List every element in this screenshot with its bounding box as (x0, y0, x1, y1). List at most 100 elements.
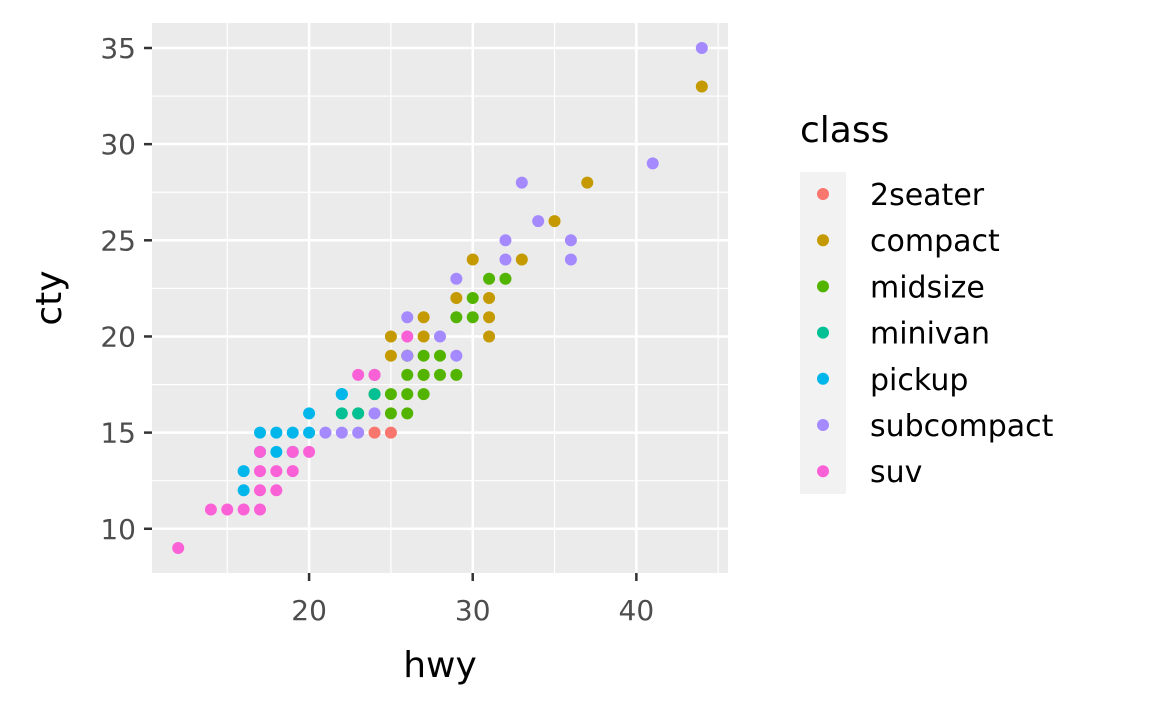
x-tick-label: 20 (291, 594, 327, 627)
data-point (286, 465, 299, 478)
legend-key-pickup (817, 372, 829, 385)
x-tick-label: 40 (619, 594, 655, 627)
data-point (401, 368, 414, 381)
data-point (646, 157, 659, 170)
y-tick-label: 10 (100, 513, 136, 546)
data-point (417, 349, 430, 362)
data-point (417, 388, 430, 401)
data-point (450, 349, 463, 362)
data-point (303, 407, 316, 420)
data-point (450, 272, 463, 285)
legend-key-subcompact (817, 419, 829, 431)
data-point (401, 349, 414, 362)
series-suv (172, 330, 414, 554)
data-point (532, 215, 545, 228)
data-point (515, 253, 528, 266)
series-2seater (368, 426, 397, 439)
legend-key-compact (817, 234, 829, 247)
data-point (254, 445, 266, 458)
data-point (434, 330, 446, 343)
legend-title: class (800, 110, 889, 151)
legend-key-2seater (817, 188, 829, 200)
legend-key-suv (817, 465, 829, 478)
data-point (483, 311, 496, 324)
data-point (384, 330, 397, 343)
data-point (450, 311, 463, 324)
data-point (401, 388, 414, 401)
data-point (352, 368, 365, 381)
data-point (335, 426, 348, 439)
data-point (581, 176, 594, 189)
data-point (352, 426, 365, 439)
data-point (499, 234, 512, 247)
data-point (401, 407, 414, 420)
legend-key-minivan (817, 326, 829, 339)
x-axis: 20 30 40 (291, 573, 654, 627)
y-axis: 10 15 20 25 30 35 (100, 32, 152, 546)
data-point (319, 426, 332, 439)
legend-label-midsize: midsize (870, 270, 985, 305)
data-point (237, 465, 250, 478)
data-point (434, 368, 446, 381)
data-point (466, 311, 479, 324)
data-point (417, 368, 430, 381)
data-point (466, 253, 479, 266)
legend-label-suv: suv (870, 455, 922, 490)
legend-label-minivan: minivan (870, 317, 990, 352)
data-point (401, 311, 414, 324)
data-point (450, 368, 463, 381)
legend-label-2seater: 2seater (870, 178, 985, 213)
data-point (499, 272, 512, 285)
plot-panel (152, 23, 728, 573)
data-point (450, 292, 463, 304)
data-point (204, 503, 217, 516)
data-point (270, 445, 283, 458)
data-point (548, 215, 561, 228)
data-point (270, 484, 283, 497)
data-point (515, 176, 528, 189)
data-point (384, 407, 397, 420)
data-point (368, 426, 381, 439)
y-tick-label: 20 (100, 320, 136, 353)
data-point (237, 484, 250, 497)
data-point (695, 80, 708, 93)
data-point (499, 253, 512, 266)
data-point (270, 465, 283, 478)
data-point (483, 330, 496, 343)
data-point (352, 407, 365, 420)
data-point (270, 426, 283, 439)
data-point (384, 426, 397, 439)
data-point (335, 407, 348, 420)
data-point (254, 503, 266, 516)
data-point (286, 445, 299, 458)
data-point (303, 445, 316, 458)
data-point (286, 426, 299, 439)
legend-items: 2seater compact midsize minivan pickup subcom… (817, 178, 1054, 490)
series-subcompact (319, 42, 708, 439)
data-point (564, 253, 577, 266)
data-point (368, 388, 381, 401)
y-tick-label: 25 (100, 224, 136, 257)
y-tick-label: 35 (100, 32, 136, 65)
data-point (254, 426, 266, 439)
data-point (483, 272, 496, 285)
x-axis-title: hwy (403, 645, 477, 686)
data-point (466, 292, 479, 304)
x-tick-label: 30 (455, 594, 491, 627)
y-tick-label: 15 (100, 417, 136, 450)
data-point (303, 426, 316, 439)
data-point (483, 292, 496, 304)
data-point (417, 311, 430, 324)
data-point (417, 330, 430, 343)
legend-label-subcompact: subcompact (870, 409, 1054, 444)
data-points (172, 42, 708, 554)
y-tick-label: 30 (100, 128, 136, 161)
legend-label-pickup: pickup (870, 363, 968, 398)
data-point (335, 388, 348, 401)
data-point (254, 465, 266, 478)
minor-gridlines (152, 23, 728, 573)
data-point (368, 407, 381, 420)
legend-key-midsize (817, 280, 829, 293)
